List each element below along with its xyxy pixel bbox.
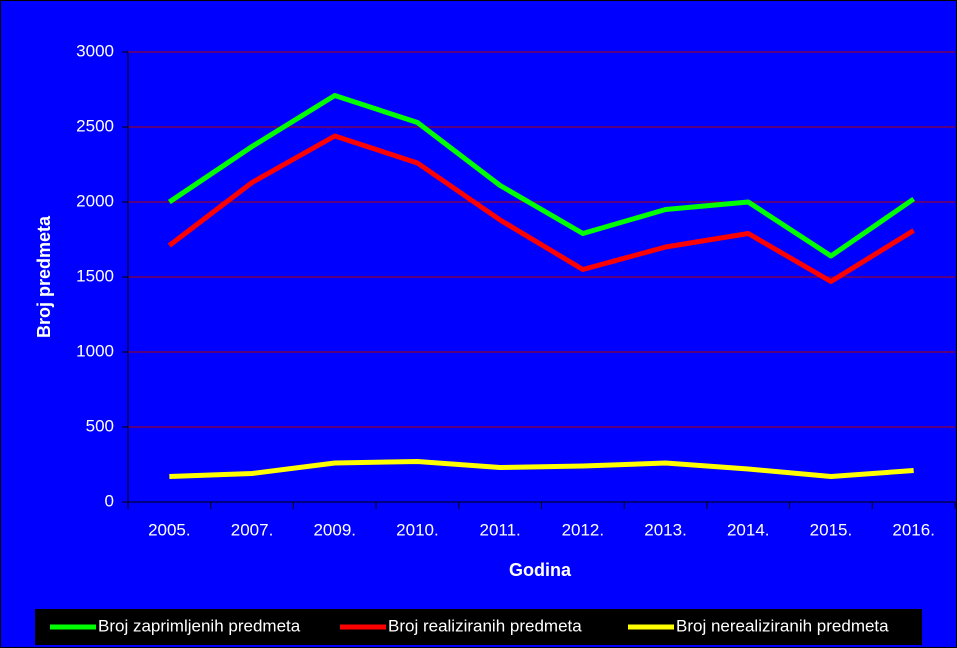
x-tick-label: 2011. [480,520,521,539]
x-tick-label: 2016. [892,520,935,539]
legend-box [35,609,922,645]
x-tick-label: 2007. [231,520,274,539]
x-tick-label: 2015. [810,520,853,539]
legend-label: Broj realiziranih predmeta [388,616,582,635]
legend-label: Broj zaprimljenih predmeta [98,616,301,635]
x-tick-label: 2012. [562,520,605,539]
y-axis-title: Broj predmeta [34,215,54,338]
x-tick-label: 2009. [313,520,356,539]
x-tick-label: 2014. [727,520,770,539]
series-line [167,133,915,284]
y-tick-label: 500 [86,416,114,435]
y-tick-label: 1500 [76,266,114,285]
series-line [169,459,914,479]
y-tick-label: 3000 [76,41,114,60]
y-tick-label: 0 [105,491,114,510]
y-tick-label: 1000 [76,341,114,360]
y-tick-label: 2500 [76,116,114,135]
x-tick-label: 2010. [396,520,439,539]
series-line [167,93,916,259]
legend-label: Broj nerealiziranih predmeta [676,616,889,635]
x-axis-title: Godina [509,560,572,580]
x-tick-label: 2005. [148,520,191,539]
y-tick-label: 2000 [76,191,114,210]
x-tick-label: 2013. [644,520,687,539]
